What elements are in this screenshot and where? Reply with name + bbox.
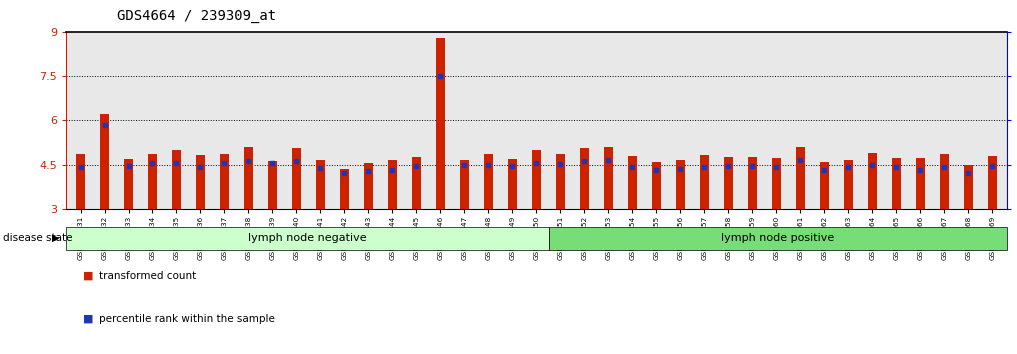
Text: lymph node positive: lymph node positive (721, 233, 834, 243)
Bar (795, 147, 805, 209)
Text: ■: ■ (83, 271, 94, 281)
Bar (548, 227, 1007, 250)
Bar (820, 162, 829, 209)
Text: percentile rank within the sample: percentile rank within the sample (99, 314, 275, 324)
Bar (244, 147, 253, 209)
Bar (772, 158, 781, 209)
Bar (66, 227, 548, 250)
Bar (267, 161, 278, 209)
Bar (892, 158, 901, 209)
Text: GDS4664 / 239309_at: GDS4664 / 239309_at (117, 9, 276, 23)
Bar (627, 156, 638, 209)
Bar (580, 148, 589, 209)
Bar (124, 159, 133, 209)
Bar (340, 169, 349, 209)
Bar (220, 154, 229, 209)
Bar (292, 148, 301, 209)
Bar (724, 157, 733, 209)
Bar (675, 160, 685, 209)
Bar (604, 147, 613, 209)
Bar (484, 154, 493, 209)
Bar (532, 150, 541, 209)
Bar (75, 154, 85, 209)
Bar (315, 160, 325, 209)
Bar (387, 160, 398, 209)
Text: ▶: ▶ (52, 233, 59, 243)
Bar (747, 157, 758, 209)
Text: transformed count: transformed count (99, 271, 196, 281)
Bar (172, 150, 181, 209)
Bar (555, 154, 565, 209)
Bar (700, 155, 709, 209)
Bar (100, 114, 109, 209)
Bar (940, 154, 949, 209)
Bar (364, 163, 373, 209)
Bar (964, 165, 973, 209)
Bar (195, 155, 205, 209)
Text: ■: ■ (83, 314, 94, 324)
Bar (147, 154, 158, 209)
Bar (435, 38, 445, 209)
Bar (412, 157, 421, 209)
Bar (507, 159, 518, 209)
Bar (915, 158, 925, 209)
Bar (988, 156, 998, 209)
Text: disease state: disease state (3, 233, 72, 243)
Bar (460, 160, 469, 209)
Bar (652, 162, 661, 209)
Bar (844, 160, 853, 209)
Bar (868, 153, 878, 209)
Text: lymph node negative: lymph node negative (248, 233, 367, 243)
